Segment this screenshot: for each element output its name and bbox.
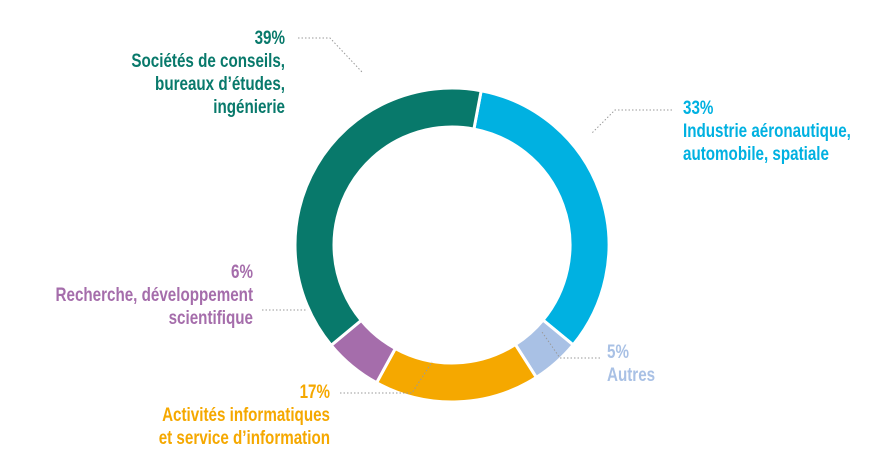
slice-label: 33%Industrie aéronautique,automobile, sp… <box>683 96 851 164</box>
category-label: Sociétés de conseils, <box>131 49 285 71</box>
percent-label: 33% <box>683 96 713 118</box>
category-label: bureaux d’études, <box>155 72 285 94</box>
percent-label: 5% <box>607 340 629 362</box>
category-label: Autres <box>607 363 655 385</box>
donut-slice <box>293 86 483 348</box>
slice-label: 5%Autres <box>607 340 655 385</box>
category-label: Recherche, développement <box>56 283 254 305</box>
leader-line <box>591 109 672 134</box>
category-label: et service d’information <box>159 426 330 448</box>
category-label: Activités informatiques <box>162 403 330 425</box>
category-label: ingénierie <box>213 95 285 117</box>
percent-label: 39% <box>255 26 285 48</box>
category-label: automobile, spatiale <box>683 142 829 164</box>
percent-label: 6% <box>231 260 253 282</box>
donut-slice <box>472 88 611 347</box>
category-label: scientifique <box>169 306 253 328</box>
leader-line <box>298 37 363 73</box>
leader-line <box>541 331 600 359</box>
slice-label: 39%Sociétés de conseils,bureaux d’études… <box>131 26 285 117</box>
category-label: Industrie aéronautique, <box>683 119 851 141</box>
percent-label: 17% <box>300 380 330 402</box>
